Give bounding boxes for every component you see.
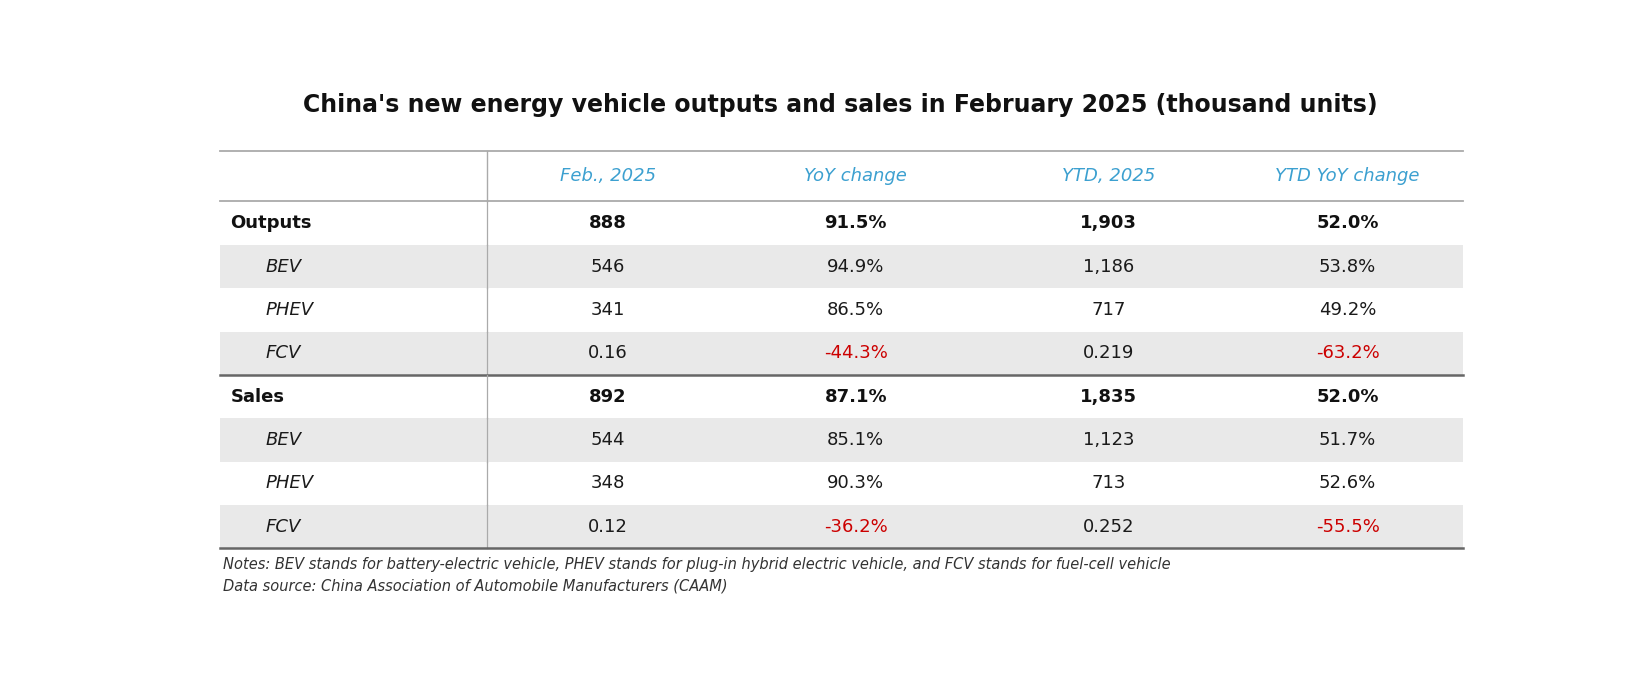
Bar [220, 418, 1462, 462]
Text: 1,903: 1,903 [1080, 214, 1136, 232]
Bar [220, 245, 1462, 289]
Text: 52.0%: 52.0% [1316, 214, 1378, 232]
Text: Notes: BEV stands for battery-electric vehicle, PHEV stands for plug-in hybrid e: Notes: BEV stands for battery-electric v… [223, 557, 1170, 572]
Text: 544: 544 [590, 431, 624, 449]
Text: 52.0%: 52.0% [1316, 387, 1378, 405]
Text: -55.5%: -55.5% [1314, 518, 1378, 536]
Bar [220, 505, 1462, 548]
Text: 341: 341 [590, 301, 624, 319]
Text: FCV: FCV [266, 518, 302, 536]
Text: BEV: BEV [266, 258, 302, 275]
Text: Data source: China Association of Automobile Manufacturers (CAAM): Data source: China Association of Automo… [223, 578, 728, 594]
Text: 1,835: 1,835 [1080, 387, 1136, 405]
Text: FCV: FCV [266, 344, 302, 362]
Text: 0.252: 0.252 [1082, 518, 1134, 536]
Text: Outputs: Outputs [229, 214, 311, 232]
Text: YTD YoY change: YTD YoY change [1275, 168, 1419, 185]
Text: 94.9%: 94.9% [826, 258, 883, 275]
Text: -36.2%: -36.2% [823, 518, 887, 536]
Text: 892: 892 [588, 387, 626, 405]
Text: 0.12: 0.12 [588, 518, 628, 536]
Text: YoY change: YoY change [803, 168, 906, 185]
Text: BEV: BEV [266, 431, 302, 449]
Text: 52.6%: 52.6% [1318, 475, 1375, 493]
Text: YTD, 2025: YTD, 2025 [1062, 168, 1154, 185]
Text: PHEV: PHEV [266, 301, 315, 319]
Text: 713: 713 [1092, 475, 1126, 493]
Text: 49.2%: 49.2% [1318, 301, 1375, 319]
Bar [220, 289, 1462, 332]
Text: 53.8%: 53.8% [1318, 258, 1375, 275]
Text: 51.7%: 51.7% [1318, 431, 1375, 449]
Text: China's new energy vehicle outputs and sales in February 2025 (thousand units): China's new energy vehicle outputs and s… [303, 93, 1377, 117]
Bar [220, 462, 1462, 505]
Bar [220, 375, 1462, 418]
Text: 717: 717 [1092, 301, 1126, 319]
Text: -63.2%: -63.2% [1314, 344, 1378, 362]
Bar [220, 332, 1462, 375]
Text: PHEV: PHEV [266, 475, 315, 493]
Text: 1,123: 1,123 [1082, 431, 1134, 449]
Text: 87.1%: 87.1% [824, 387, 887, 405]
Text: 348: 348 [590, 475, 624, 493]
Text: 0.219: 0.219 [1082, 344, 1134, 362]
Text: 90.3%: 90.3% [826, 475, 883, 493]
Bar [220, 201, 1462, 245]
Text: 91.5%: 91.5% [824, 214, 887, 232]
Text: 0.16: 0.16 [588, 344, 628, 362]
Text: 546: 546 [590, 258, 624, 275]
Text: Feb., 2025: Feb., 2025 [559, 168, 656, 185]
Text: 1,186: 1,186 [1082, 258, 1134, 275]
Text: 86.5%: 86.5% [826, 301, 883, 319]
Text: 888: 888 [588, 214, 626, 232]
Text: -44.3%: -44.3% [823, 344, 887, 362]
Text: Sales: Sales [229, 387, 284, 405]
Text: 85.1%: 85.1% [826, 431, 883, 449]
